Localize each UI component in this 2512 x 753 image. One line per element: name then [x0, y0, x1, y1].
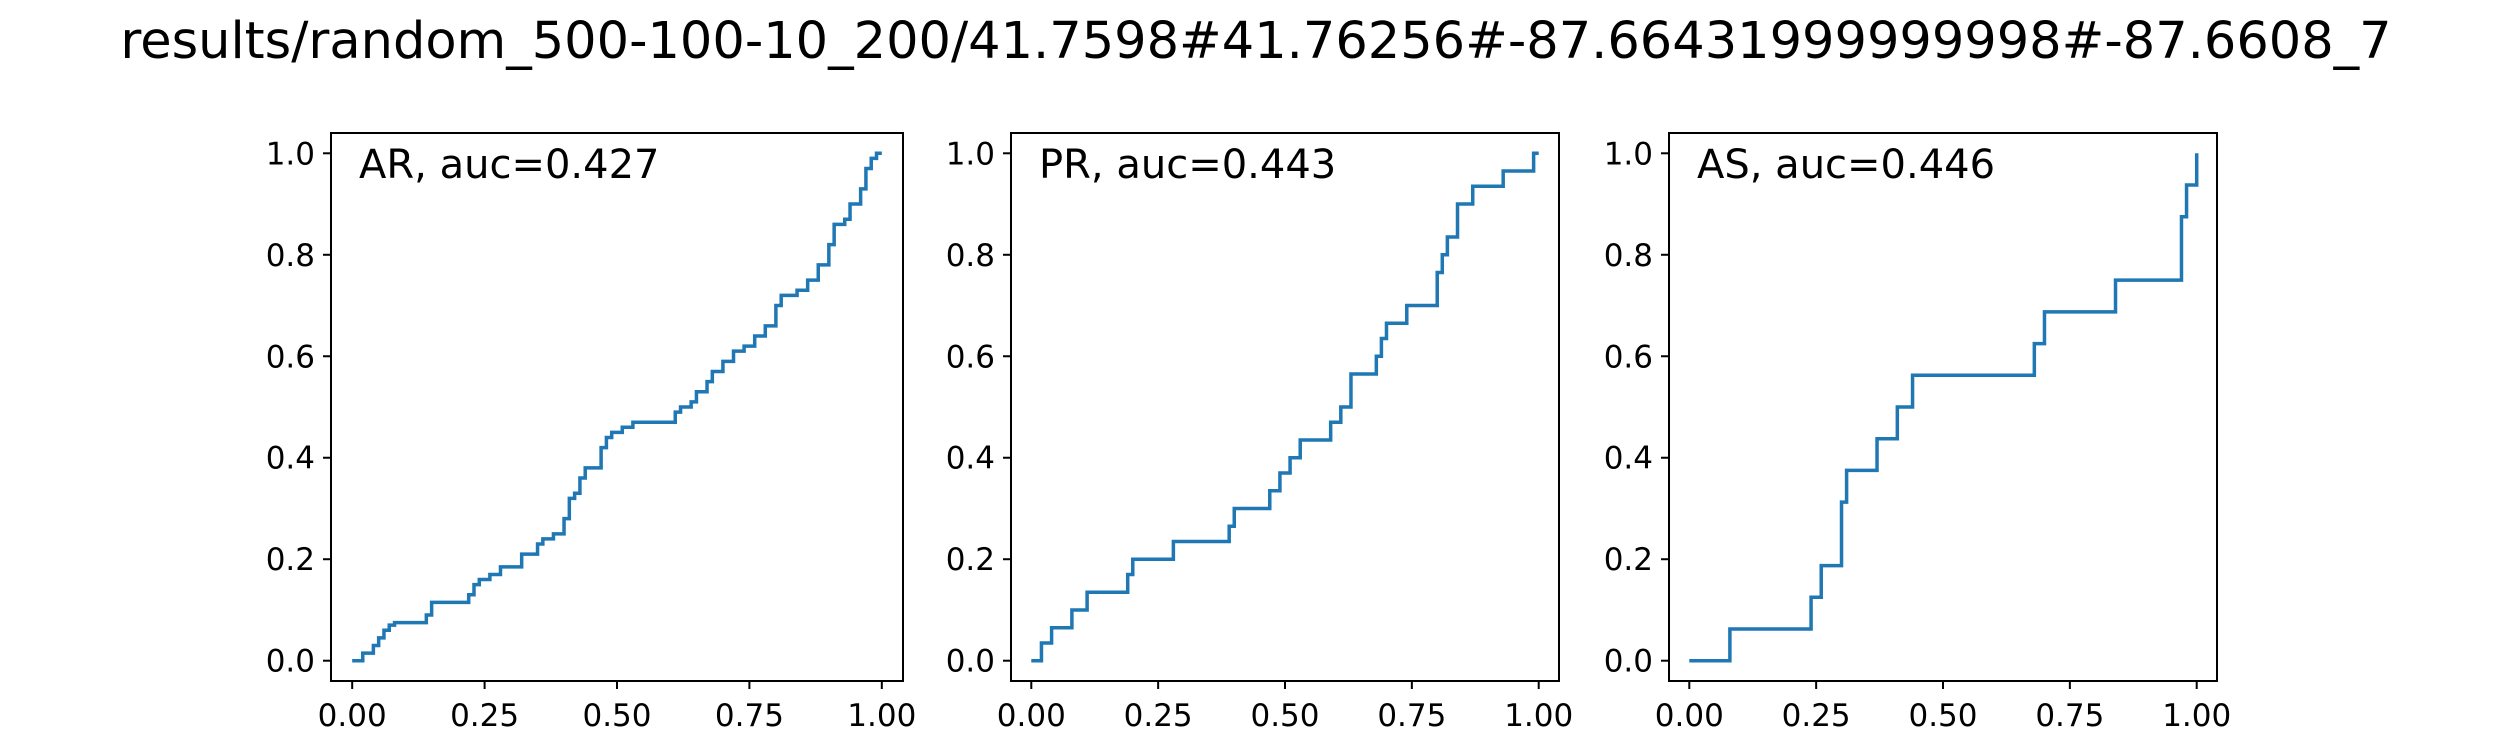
- subplot-2: 0.00 0.25 0.50 0.75 1.00 0.0 0.2 0.4 0.6 0.8 1.0 PR…: [946, 132, 1573, 734]
- y-tick-label: 0.8: [1604, 238, 1653, 274]
- y-tick-label: 0.0: [946, 644, 995, 680]
- panel-label: PR, auc=0.443: [1039, 142, 1336, 188]
- series-line: [1031, 151, 1539, 663]
- y-tick-label: 0.0: [266, 644, 315, 680]
- x-tick-label: 1.00: [1504, 698, 1573, 734]
- x-tick-label: 0.50: [582, 698, 651, 734]
- x-tick-label: 0.75: [2035, 698, 2104, 734]
- subplots: 0.00 0.25 0.50 0.75 1.00 0.0 0.2 0.4 0.6 0.8 1.0 AR…: [266, 132, 2231, 734]
- x-tick-label: 0.50: [1250, 698, 1319, 734]
- y-tick-label: 0.2: [266, 542, 315, 578]
- y-tick-label: 0.2: [1604, 542, 1653, 578]
- panel-label: AR, auc=0.427: [359, 142, 659, 188]
- y-tick-label: 0.4: [946, 441, 995, 477]
- x-tick-label: 0.25: [1124, 698, 1193, 734]
- y-tick-label: 0.0: [1604, 644, 1653, 680]
- y-tick-label: 0.6: [266, 339, 315, 375]
- y-tick-label: 1.0: [266, 136, 315, 172]
- subplot-3: 0.00 0.25 0.50 0.75 1.00 0.0 0.2 0.4 0.6 0.8 1.0 AS…: [1604, 132, 2231, 734]
- x-tick-label: 1.00: [2162, 698, 2231, 734]
- y-tick-label: 0.6: [946, 339, 995, 375]
- axes-frame: [1668, 132, 2218, 682]
- panel-label: AS, auc=0.446: [1697, 142, 1995, 188]
- x-tick-label: 1.00: [847, 698, 916, 734]
- series-line: [352, 151, 882, 663]
- x-tick-label: 0.00: [1655, 698, 1724, 734]
- series-line: [1689, 153, 2199, 663]
- x-tick-label: 0.50: [1908, 698, 1977, 734]
- figure-title: results/random_500-100-10_200/41.7598#41…: [120, 12, 2391, 71]
- y-tick-label: 1.0: [1604, 136, 1653, 172]
- subplot-1: 0.00 0.25 0.50 0.75 1.00 0.0 0.2 0.4 0.6 0.8 1.0 AR…: [266, 132, 916, 734]
- x-tick-label: 0.00: [997, 698, 1066, 734]
- x-tick-label: 0.25: [1782, 698, 1851, 734]
- x-tick-label: 0.00: [318, 698, 387, 734]
- axes-frame: [330, 132, 904, 682]
- x-tick-label: 0.75: [715, 698, 784, 734]
- y-tick-label: 0.2: [946, 542, 995, 578]
- y-tick-label: 0.8: [266, 238, 315, 274]
- y-tick-label: 0.4: [1604, 441, 1653, 477]
- y-tick-label: 0.6: [1604, 339, 1653, 375]
- x-tick-label: 0.75: [1377, 698, 1446, 734]
- y-tick-label: 1.0: [946, 136, 995, 172]
- y-tick-label: 0.4: [266, 441, 315, 477]
- x-tick-label: 0.25: [450, 698, 519, 734]
- y-tick-label: 0.8: [946, 238, 995, 274]
- axes-frame: [1010, 132, 1560, 682]
